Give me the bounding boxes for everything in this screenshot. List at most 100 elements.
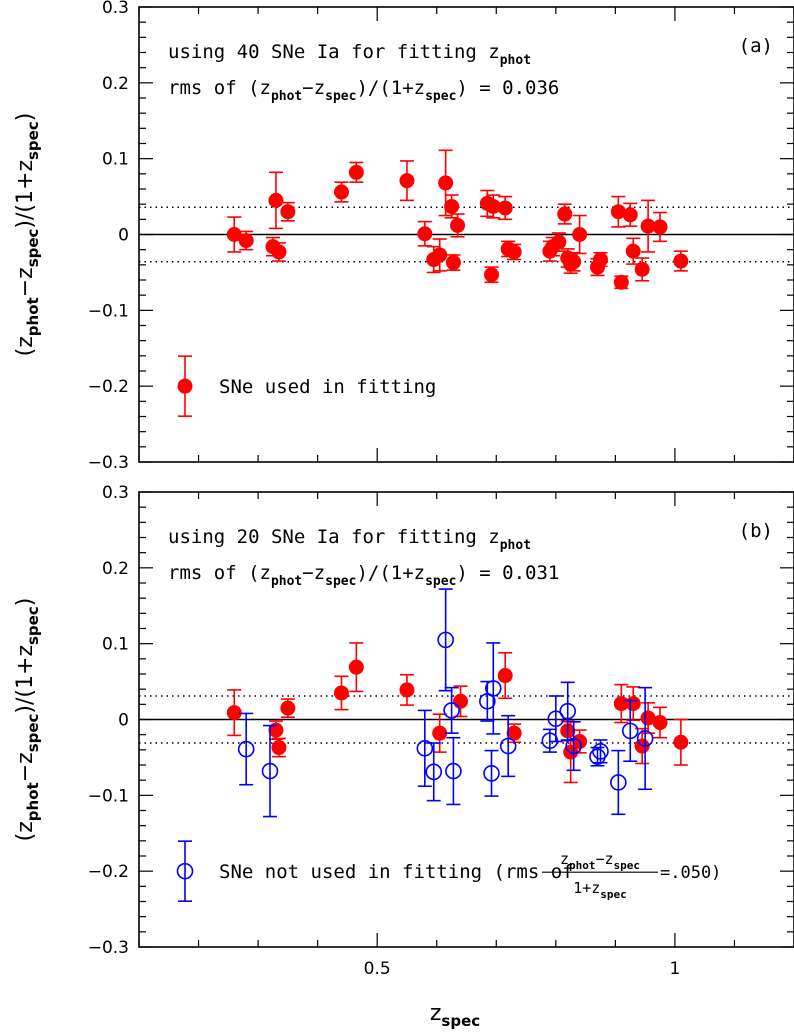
filled-data-point: [673, 718, 689, 766]
filled-data-point: [634, 257, 650, 282]
open-data-point: [610, 749, 627, 816]
legend-label: SNe not used in fitting (rms of: [219, 861, 574, 883]
y-tick-label: 0: [118, 711, 129, 731]
marker: [226, 705, 242, 721]
filled-data-point: [506, 243, 522, 261]
y-axis-text: ): [13, 598, 38, 607]
filled-data-point: [348, 642, 364, 693]
panel-a: 0.3 0.2 0.1 0 −0.1 −0.2 −0.3 using 40 SNe Ia fo…: [13, 0, 794, 473]
filled-data-point: [444, 194, 460, 219]
annotation-fit-count: using 40 SNe Ia for fitting zphot: [168, 41, 531, 68]
legend-label: SNe used in fitting: [219, 376, 436, 398]
marker: [484, 267, 500, 283]
y-tick-label: −0.1: [88, 301, 129, 321]
annotation-subscript: spec: [325, 89, 356, 104]
filled-data-point: [280, 698, 296, 719]
marker: [652, 219, 668, 235]
y-axis-text: (z: [13, 821, 38, 841]
marker: [613, 274, 629, 290]
filled-data-point: [625, 237, 641, 265]
marker: [280, 700, 296, 716]
marker: [443, 702, 460, 719]
filled-data-point: [652, 211, 668, 243]
y-tick-label: 0.3: [102, 0, 129, 18]
annotation-subscript: phot: [271, 89, 302, 104]
legend-suffix: =.050): [660, 863, 721, 883]
marker: [444, 198, 460, 214]
annotation-text: )/(1+z: [356, 77, 425, 99]
filled-data-point: [453, 685, 469, 718]
marker: [625, 243, 641, 259]
open-data-point: [636, 686, 654, 791]
filled-data-point: [450, 213, 466, 238]
y-axis-text: ): [13, 113, 38, 122]
marker: [497, 668, 513, 684]
open-data-point: [499, 714, 517, 778]
annotation-rms: rms of (zphot−zspec)/(1+zspec) = 0.031: [168, 562, 559, 589]
annotation-text: rms of (z: [168, 562, 271, 584]
y-tick-label: 0: [118, 226, 129, 246]
annotation-text: )/(1+z: [356, 562, 425, 584]
frac-text: z: [560, 850, 569, 868]
open-data-point: [621, 699, 639, 763]
filled-data-point: [226, 216, 242, 253]
marker: [438, 175, 454, 191]
x-tick-label: 0.5: [364, 959, 391, 979]
y-tick-label: 0.1: [102, 635, 129, 655]
frac-sub: spec: [614, 859, 641, 872]
filled-data-point: [432, 238, 448, 272]
open-data-point: [437, 588, 454, 692]
open-data-point: [237, 712, 255, 786]
marker: [484, 680, 502, 697]
legend-marker: [177, 378, 193, 394]
filled-data-point: [640, 199, 656, 253]
annotation-text: −z: [302, 562, 325, 584]
open-data-point: [565, 720, 582, 772]
marker: [559, 702, 577, 720]
annotation-rms: rms of (zphot−zspec)/(1+zspec) = 0.036: [168, 77, 559, 104]
open-data-point: [559, 681, 577, 741]
annotation-text: using 20 SNe Ia for fitting z: [168, 526, 500, 548]
annotation-subscript: phot: [500, 53, 531, 68]
marker: [557, 206, 573, 222]
marker: [280, 204, 296, 220]
marker: [425, 763, 443, 781]
filled-data-point: [432, 713, 448, 753]
marker: [399, 173, 415, 189]
y-axis-subscript: spec: [24, 229, 42, 268]
marker: [673, 253, 689, 269]
marker: [333, 685, 349, 701]
filled-data-point: [417, 220, 433, 247]
filled-data-point: [566, 251, 582, 272]
open-data-point: [592, 739, 609, 764]
filled-data-point: [271, 242, 287, 262]
panel-label: (a): [739, 35, 773, 57]
filled-data-point: [497, 651, 513, 700]
marker: [551, 234, 567, 250]
frac-sub: spec: [600, 888, 627, 901]
annotation-text: rms of (z: [168, 77, 271, 99]
frac-text: 1+z: [573, 879, 600, 897]
marker: [565, 737, 582, 755]
marker: [592, 252, 608, 268]
annotation-text: ) = 0.036: [456, 77, 559, 99]
y-axis-text: −z: [13, 752, 38, 782]
open-data-point: [484, 642, 502, 735]
filled-data-point: [572, 214, 588, 255]
filled-data-point: [484, 266, 500, 284]
y-tick-label: 0.1: [102, 150, 129, 170]
open-data-point: [416, 709, 434, 788]
y-tick-label: −0.1: [88, 786, 129, 806]
annotation-subscript: phot: [271, 574, 302, 589]
filled-data-point: [445, 254, 461, 271]
marker: [417, 226, 433, 242]
marker: [453, 693, 469, 709]
y-axis-title: (zphot−zspec)/(1+zspec): [13, 598, 42, 842]
filled-data-point: [226, 689, 242, 737]
annotation-text: −z: [302, 77, 325, 99]
filled-data-point: [592, 251, 608, 268]
filled-data-point: [399, 160, 415, 202]
marker: [572, 227, 588, 242]
marker: [673, 734, 689, 750]
